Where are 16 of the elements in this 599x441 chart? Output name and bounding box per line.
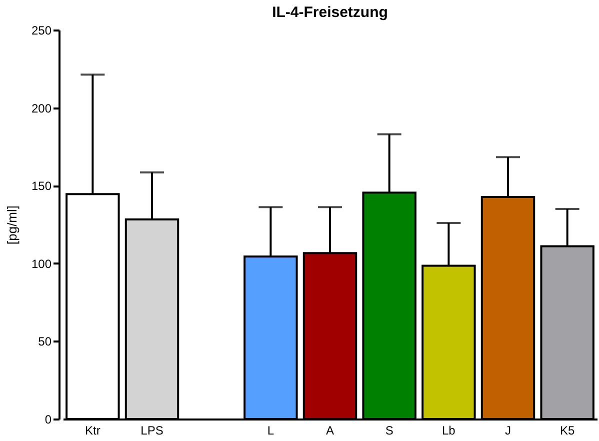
x-tick-label: S: [385, 424, 394, 438]
y-axis-title: [pg/ml]: [4, 205, 20, 245]
y-tick-label: 100: [31, 256, 52, 271]
x-tick-label: Lb: [442, 424, 456, 438]
y-tick-label: 50: [38, 334, 52, 349]
x-tick-label: A: [326, 424, 334, 438]
x-tick-label: Ktr: [84, 424, 100, 438]
y-tick-label: 150: [31, 179, 52, 194]
x-tick-label: LPS: [140, 424, 164, 438]
chart-title: IL-4-Freisetzung: [272, 4, 388, 21]
y-tick-label: 0: [44, 412, 52, 426]
x-tick-label: J: [505, 424, 511, 438]
y-tick-label: 250: [31, 24, 52, 38]
y-tick-label: 200: [31, 101, 52, 116]
x-tick-label: L: [267, 424, 274, 438]
x-tick-label: K5: [560, 424, 575, 438]
